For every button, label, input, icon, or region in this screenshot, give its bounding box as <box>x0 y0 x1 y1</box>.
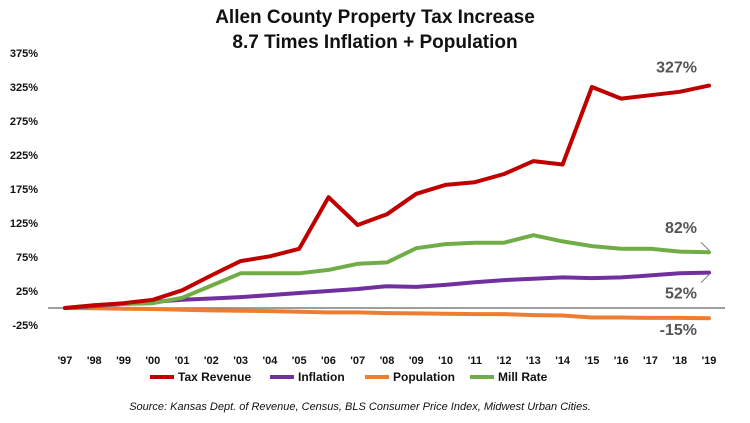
x-tick-label: '05 <box>292 355 307 367</box>
x-tick-label: '06 <box>321 355 336 367</box>
x-tick-label: '99 <box>116 355 131 367</box>
x-tick-label: '00 <box>145 355 160 367</box>
y-tick-label: 75% <box>16 252 38 264</box>
x-tick-label: '98 <box>87 355 102 367</box>
y-tick-label: 225% <box>10 150 38 162</box>
x-tick-label: '09 <box>409 355 424 367</box>
x-tick-label: '01 <box>175 355 190 367</box>
x-axis: '97 '98 '99 '00 '01 '02 '03 '04 '05 '06 '07 '08 '09 '… <box>58 355 717 367</box>
y-tick-label: 125% <box>10 218 38 230</box>
legend-label: Tax Revenue <box>178 370 251 384</box>
y-axis: -25% 25% 75% 125% 175% 225% 275% 325% 375% <box>10 48 38 332</box>
y-tick-label: 275% <box>10 116 38 128</box>
x-tick-label: '13 <box>526 355 541 367</box>
chart-title: Allen County Property Tax Increase <box>215 7 535 28</box>
y-tick-label: 325% <box>10 82 38 94</box>
annotation-leader <box>700 274 710 283</box>
x-tick-label: '97 <box>58 355 73 367</box>
x-tick-label: '03 <box>233 355 248 367</box>
x-tick-label: '15 <box>584 355 599 367</box>
x-tick-label: '08 <box>380 355 395 367</box>
x-tick-label: '14 <box>555 355 571 367</box>
x-tick-label: '17 <box>643 355 658 367</box>
y-tick-label: 375% <box>10 48 38 60</box>
y-tick-label: 175% <box>10 184 38 196</box>
legend-label: Mill Rate <box>498 370 548 384</box>
x-tick-label: '02 <box>204 355 219 367</box>
x-tick-label: '12 <box>497 355 512 367</box>
y-tick-label: -25% <box>12 320 38 332</box>
x-tick-label: '11 <box>468 355 482 367</box>
end-value-label: 327% <box>656 60 697 77</box>
x-tick-label: '10 <box>438 355 453 367</box>
x-tick-label: '04 <box>262 355 278 367</box>
chart-subtitle: 8.7 Times Inflation + Population <box>232 32 517 53</box>
end-value-label: 52% <box>665 286 697 303</box>
legend: Tax Revenue Inflation Population Mill Rate <box>150 370 548 384</box>
x-tick-label: '19 <box>702 355 717 367</box>
x-tick-label: '16 <box>614 355 629 367</box>
end-labels: 327% 82% 52% -15% <box>656 60 710 339</box>
series-line-tax-revenue <box>63 83 711 310</box>
x-tick-label: '18 <box>672 355 687 367</box>
end-value-label: -15% <box>660 322 697 339</box>
series-line-population <box>63 306 711 321</box>
legend-label: Inflation <box>298 370 345 384</box>
x-tick-label: '07 <box>350 355 365 367</box>
plot-area <box>63 83 711 321</box>
legend-label: Population <box>393 370 455 384</box>
y-tick-label: 25% <box>16 286 38 298</box>
annotation-leader <box>700 241 710 251</box>
series-line-mill-rate <box>63 233 711 310</box>
end-value-label: 82% <box>665 220 697 237</box>
source-note: Source: Kansas Dept. of Revenue, Census,… <box>129 401 591 413</box>
